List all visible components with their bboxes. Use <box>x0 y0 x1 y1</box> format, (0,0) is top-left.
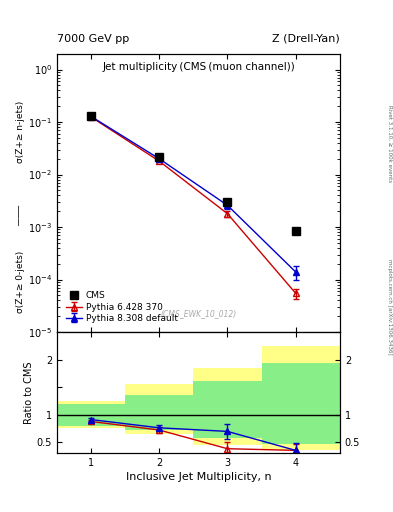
Text: Rivet 3.1.10, ≥ 100k events: Rivet 3.1.10, ≥ 100k events <box>387 105 392 182</box>
CMS <box>157 154 162 160</box>
X-axis label: Inclusive Jet Multiplicity, n: Inclusive Jet Multiplicity, n <box>126 472 271 482</box>
Text: mcplots.cern.ch [arXiv:1306.3436]: mcplots.cern.ch [arXiv:1306.3436] <box>387 260 392 355</box>
Text: 7000 GeV pp: 7000 GeV pp <box>57 33 129 44</box>
Text: Jet multiplicity (CMS (muon channel)): Jet multiplicity (CMS (muon channel)) <box>102 62 295 72</box>
Text: (CMS_EWK_10_012): (CMS_EWK_10_012) <box>160 309 237 318</box>
CMS <box>225 199 230 205</box>
CMS <box>89 113 94 119</box>
Text: ─────: ───── <box>17 205 23 226</box>
Legend: CMS, Pythia 6.428 370, Pythia 8.308 default: CMS, Pythia 6.428 370, Pythia 8.308 defa… <box>64 290 180 325</box>
Y-axis label: Ratio to CMS: Ratio to CMS <box>24 361 34 424</box>
Line: CMS: CMS <box>87 112 299 234</box>
Text: Z (Drell-Yan): Z (Drell-Yan) <box>272 33 340 44</box>
CMS <box>293 228 298 234</box>
Text: σ(Z+≥ n-jets): σ(Z+≥ n-jets) <box>16 100 25 163</box>
Text: σ(Z+≥ 0-jets): σ(Z+≥ 0-jets) <box>16 251 25 313</box>
